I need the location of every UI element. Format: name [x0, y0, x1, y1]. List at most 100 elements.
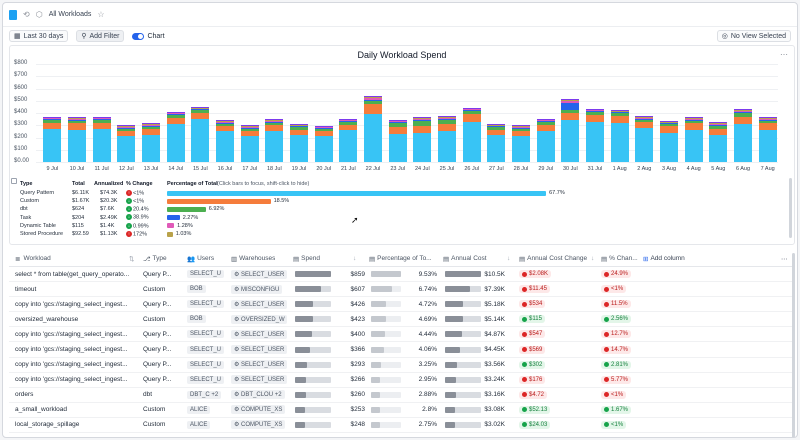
chart-bar[interactable] [166, 64, 185, 162]
bar-segment-other[interactable] [438, 116, 456, 117]
col-annual[interactable]: ▤ Annual Cost [443, 251, 487, 266]
col-workload[interactable]: ≣ Workload [15, 251, 51, 266]
bar-segment-task[interactable] [462, 109, 481, 111]
bar-segment-custom[interactable] [240, 130, 259, 137]
bar-segment-dynamic-table[interactable] [684, 118, 703, 120]
bar-segment-query-pattern[interactable] [635, 127, 654, 162]
bar-segment-dbt[interactable] [339, 121, 358, 125]
bar-segment-dynamic-table[interactable] [43, 117, 62, 120]
bar-segment-dbt[interactable] [660, 124, 678, 127]
bar-segment-dbt[interactable] [142, 126, 160, 129]
bar-segment-dbt[interactable] [364, 100, 382, 105]
bar-segment-query-pattern[interactable] [388, 133, 407, 162]
table-row[interactable]: timeout Custom BOB ⚙ MISCONFIGU $607 6.74% $7.… [9, 282, 795, 298]
bar-segment-query-pattern[interactable] [561, 120, 580, 162]
users-cell[interactable]: SELECT_U [187, 342, 229, 356]
bar-segment-dynamic-table[interactable] [68, 118, 86, 120]
chart-bar[interactable] [586, 64, 604, 162]
col-users[interactable]: 👥 Users [187, 251, 214, 266]
legend-row[interactable]: Task $204 $2.49K ↓ 38.9% 2.27% [12, 214, 792, 222]
chart-bar[interactable] [240, 64, 259, 162]
bar-segment-task[interactable] [290, 126, 308, 128]
warehouse-cell[interactable]: ⚙ SELECT_USER [231, 297, 287, 311]
bar-segment-query-pattern[interactable] [684, 130, 703, 162]
col-pct[interactable]: ▤ Percentage of To... [369, 251, 432, 266]
bar-segment-query-pattern[interactable] [487, 135, 506, 162]
collapse-icon[interactable] [11, 178, 17, 184]
chart-bar[interactable] [339, 64, 358, 162]
table-more-icon[interactable]: ⋯ [781, 255, 788, 263]
bar-segment-task[interactable] [166, 114, 185, 115]
users-cell[interactable]: ALICE [187, 418, 229, 432]
bar-segment-other[interactable] [142, 123, 160, 125]
bar-segment-query-pattern[interactable] [586, 121, 604, 162]
add-column-button[interactable]: ⊞ Add column [643, 251, 685, 266]
user-tag[interactable]: SELECT_U [187, 330, 225, 339]
warehouse-tag[interactable]: ⚙ DBT_CLOU +2 [231, 390, 285, 400]
bar-segment-task[interactable] [314, 128, 333, 129]
bar-segment-query-pattern[interactable] [512, 136, 530, 162]
warehouse-cell[interactable]: ⚙ SELECT_USER [231, 342, 287, 356]
legend-scrollbar[interactable] [789, 178, 792, 238]
bar-segment-dbt[interactable] [561, 109, 580, 113]
bar-segment-query-pattern[interactable] [142, 135, 160, 162]
bar-segment-query-pattern[interactable] [364, 114, 382, 162]
table-scrollbar[interactable] [792, 253, 795, 437]
bar-segment-other[interactable] [240, 125, 259, 126]
warehouse-cell[interactable]: ⚙ SELECT_USER [231, 358, 287, 372]
bar-segment-query-pattern[interactable] [339, 130, 358, 162]
bar-segment-stored-procedure[interactable] [561, 100, 580, 101]
workload-cell[interactable]: select * from table(get_query_operato... [15, 270, 130, 278]
chart-bar[interactable] [191, 64, 210, 162]
bar-segment-other[interactable] [462, 107, 481, 109]
chart-bar[interactable] [512, 64, 530, 162]
bar-segment-dynamic-table[interactable] [117, 126, 136, 128]
warehouse-cell[interactable]: ⚙ OVERSIZED_W [231, 312, 287, 326]
bar-segment-custom[interactable] [438, 124, 456, 132]
warehouse-tag[interactable]: ⚙ SELECT_USER [231, 299, 287, 309]
bar-segment-query-pattern[interactable] [191, 119, 210, 162]
bar-segment-stored-procedure[interactable] [388, 120, 407, 121]
bar-segment-stored-procedure[interactable] [610, 110, 629, 112]
bar-segment-stored-procedure[interactable] [413, 117, 432, 119]
bar-segment-other[interactable] [364, 96, 382, 98]
bar-segment-other[interactable] [684, 117, 703, 118]
bar-segment-other[interactable] [660, 120, 678, 122]
bar-segment-custom[interactable] [117, 130, 136, 137]
table-row[interactable]: orders dbt DBT_C +2 ⚙ DBT_CLOU +2 $260 2.88% $… [9, 388, 795, 403]
chart-bar[interactable] [734, 64, 752, 162]
bar-segment-stored-procedure[interactable] [438, 116, 456, 118]
warehouse-cell[interactable]: ⚙ SELECT_USER [231, 327, 287, 341]
bar-segment-custom[interactable] [43, 122, 62, 129]
bar-segment-task[interactable] [512, 127, 530, 129]
bar-segment-task[interactable] [92, 119, 111, 120]
chart-bar[interactable] [413, 64, 432, 162]
bar-segment-dbt[interactable] [314, 128, 333, 132]
warehouse-cell[interactable]: ⚙ MISCONFIGU [231, 282, 287, 296]
legend-row[interactable]: Custom $1.67K $20.3K ↓ <1% 18.5% [12, 197, 792, 205]
bar-segment-dynamic-table[interactable] [216, 121, 234, 123]
bar-segment-dynamic-table[interactable] [536, 119, 555, 121]
bar-segment-custom[interactable] [536, 124, 555, 132]
bar-segment-dynamic-table[interactable] [512, 126, 530, 128]
bar-segment-query-pattern[interactable] [709, 135, 728, 162]
chart-bar[interactable] [438, 64, 456, 162]
app-logo[interactable] [9, 9, 17, 20]
legend-pct-bar[interactable] [167, 190, 547, 196]
bar-segment-task[interactable] [43, 119, 62, 120]
bar-segment-query-pattern[interactable] [166, 124, 185, 162]
bar-segment-other[interactable] [487, 124, 506, 125]
bar-segment-dynamic-table[interactable] [92, 117, 111, 120]
users-cell[interactable]: SELECT_U [187, 327, 229, 341]
table-row[interactable]: copy into 'gcs://staging_select_ingest..… [9, 327, 795, 343]
bar-segment-other[interactable] [92, 116, 111, 118]
bar-segment-query-pattern[interactable] [290, 135, 308, 162]
bar-segment-stored-procedure[interactable] [240, 125, 259, 127]
users-cell[interactable]: DBT_C +2 [187, 388, 229, 402]
chart-bar[interactable] [117, 64, 136, 162]
bar-segment-task[interactable] [68, 119, 86, 121]
table-row[interactable]: oversized_warehouse Custom BOB ⚙ OVERSIZED_… [9, 312, 795, 328]
workload-cell[interactable]: copy into 'gcs://staging_select_ingest..… [15, 330, 128, 338]
col-type[interactable]: ⎇ Type [143, 251, 167, 266]
bar-segment-dbt[interactable] [388, 122, 407, 128]
